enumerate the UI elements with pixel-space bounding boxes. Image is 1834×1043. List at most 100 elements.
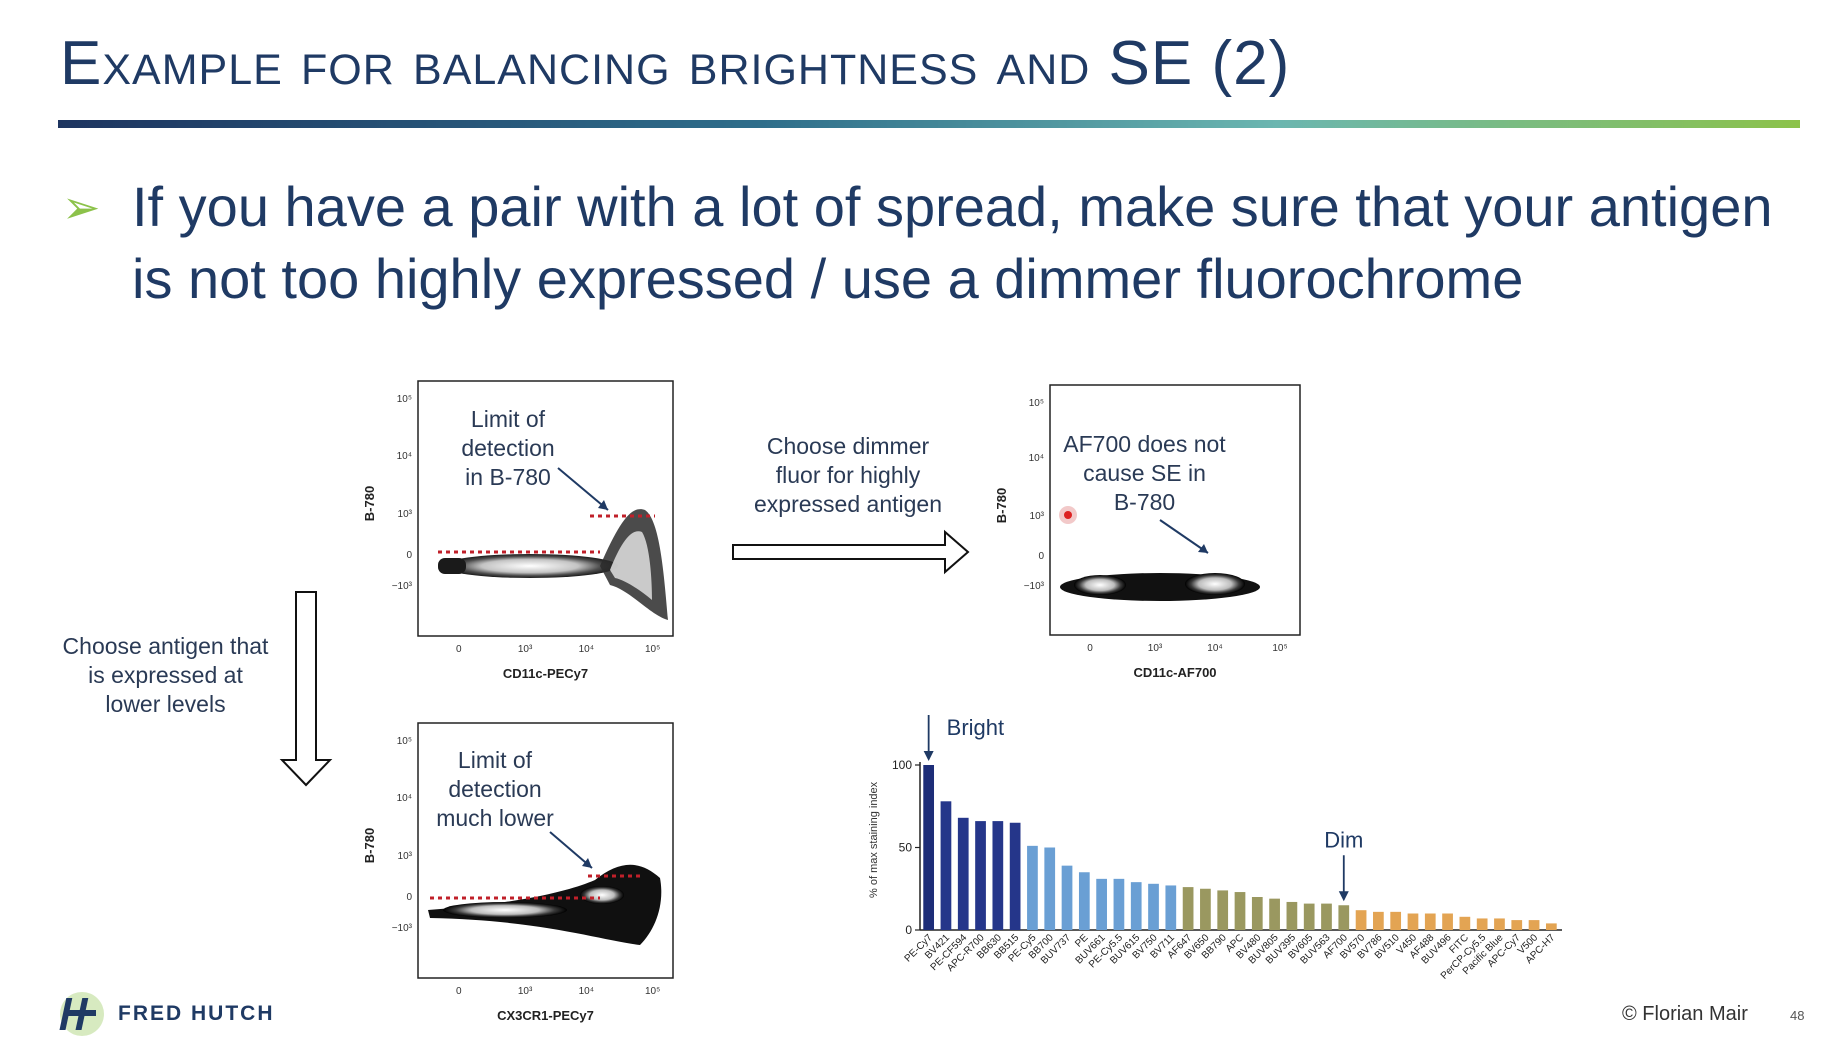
arrow-down-caption-line-1: Choose antigen that bbox=[62, 633, 269, 659]
arrow-down-icon bbox=[279, 591, 333, 787]
bar bbox=[957, 817, 969, 930]
bar bbox=[1234, 892, 1246, 930]
bar bbox=[975, 821, 986, 930]
plot3-y-tick-label: 0 bbox=[406, 891, 412, 903]
bar bbox=[1078, 872, 1090, 930]
plot-2-annotation-line-1: AF700 does not bbox=[1063, 431, 1226, 457]
arrow-down-caption: Choose antigen that is expressed at lowe… bbox=[48, 632, 283, 718]
plot1-y-tick-label: −10³ bbox=[391, 580, 412, 592]
plot2-x-label: CD11c-AF700 bbox=[1133, 665, 1217, 680]
bar bbox=[1321, 903, 1332, 930]
copyright-text: © Florian Mair bbox=[1622, 1003, 1748, 1025]
plot-3-annotation-line-2: detection bbox=[448, 775, 542, 802]
bar bbox=[1355, 910, 1367, 930]
plot1-y-label: B-780 bbox=[362, 485, 378, 521]
bar bbox=[1269, 898, 1280, 930]
plot2-y-tick-label: 10⁴ bbox=[1028, 453, 1044, 464]
bullet-arrow-icon: ➢ bbox=[62, 181, 101, 233]
bar bbox=[1061, 865, 1073, 930]
arrow-right-caption-line-2: fluor for highly bbox=[775, 461, 921, 488]
arrow-right-icon bbox=[732, 529, 970, 575]
plot-2-pointer-arrow bbox=[1159, 519, 1209, 554]
bullet-text-line-1: If you have a pair with a lot of spread,… bbox=[132, 175, 1773, 238]
bar bbox=[1148, 883, 1159, 930]
bar bbox=[923, 765, 935, 930]
plot3-y-tick-label: 10³ bbox=[397, 851, 412, 863]
flow-plot-3 bbox=[417, 722, 674, 979]
plot-3-annotation-line-3: much lower bbox=[436, 804, 554, 831]
bar bbox=[1182, 887, 1194, 930]
annotation-arrow-head bbox=[923, 751, 934, 761]
plot3-x-label: CX3CR1-PECy7 bbox=[497, 1008, 594, 1023]
title-underline bbox=[58, 120, 1800, 128]
bar-chart-y-tick-label: 0 bbox=[905, 923, 912, 937]
bar bbox=[1027, 845, 1038, 930]
staining-index-bar-chart: % of max staining index 050100PE-Cy7BV42… bbox=[868, 715, 1562, 982]
plot1-y-tick-label: 10³ bbox=[397, 509, 412, 521]
plot-1-negative-cluster bbox=[438, 558, 466, 574]
plot2-y-label: B-780 bbox=[994, 487, 1010, 523]
plot-3-annotation: Limit of detection much lower bbox=[420, 746, 570, 832]
plot-2-annotation-line-3: B-780 bbox=[1113, 488, 1176, 515]
bar-chart-y-tick-label: 100 bbox=[892, 758, 912, 772]
bar bbox=[1165, 885, 1177, 930]
plot-1-annotation-line-2: detection bbox=[461, 434, 555, 461]
flow-plot-2 bbox=[1049, 384, 1301, 636]
plot2-x-tick-label: 10³ bbox=[1147, 643, 1163, 654]
bar-annotation-label: Bright bbox=[947, 715, 1004, 740]
bar bbox=[1251, 897, 1263, 930]
arrow-down-caption-line-2: is expressed at bbox=[88, 661, 243, 688]
arrow-right-caption-line-1: Choose dimmer bbox=[766, 433, 930, 459]
bar-chart-y-tick-label: 50 bbox=[899, 841, 913, 855]
plot1-y-tick-label: 0 bbox=[406, 549, 412, 561]
bar bbox=[1286, 901, 1298, 930]
bullet-text-line-2: is not too highly expressed / use a dimm… bbox=[132, 247, 1524, 310]
plot1-y-tick-label: 10⁵ bbox=[396, 394, 412, 406]
bar bbox=[1044, 847, 1056, 930]
bar bbox=[1545, 923, 1557, 930]
bar bbox=[1217, 890, 1229, 930]
plot1-x-tick-label: 10⁵ bbox=[644, 644, 661, 655]
plot3-x-tick-label: 10³ bbox=[517, 986, 533, 997]
plot-2-annotation-line-2: cause SE in bbox=[1083, 459, 1206, 486]
plot2-x-tick-label: 10⁵ bbox=[1272, 643, 1288, 654]
bar bbox=[1373, 911, 1384, 930]
bar bbox=[1442, 913, 1453, 930]
plot1-x-tick-label: 10³ bbox=[517, 644, 533, 655]
annotation-arrow-head bbox=[1338, 891, 1349, 902]
bar bbox=[1407, 913, 1419, 930]
bar bbox=[1511, 920, 1523, 930]
plot3-y-label: B-780 bbox=[362, 827, 378, 863]
plot-1-annotation-line-1: Limit of bbox=[470, 406, 546, 432]
bar bbox=[1528, 920, 1540, 930]
bar bbox=[1494, 918, 1505, 930]
bar bbox=[1096, 878, 1107, 930]
plot1-x-label: CD11c-PECy7 bbox=[502, 666, 589, 681]
plot-1-pointer-arrow bbox=[557, 467, 609, 511]
bar-annotation-label: Dim bbox=[1324, 827, 1363, 852]
bar bbox=[1338, 905, 1350, 930]
bar bbox=[1200, 888, 1211, 930]
plot2-y-tick-label: 0 bbox=[1038, 550, 1044, 562]
flow-plot-1 bbox=[417, 380, 674, 637]
bar bbox=[992, 821, 1004, 930]
bar bbox=[1303, 903, 1315, 930]
plot3-x-tick-label: 10⁴ bbox=[578, 986, 594, 997]
plot2-y-tick-label: 10³ bbox=[1029, 510, 1044, 522]
bar bbox=[1424, 913, 1436, 930]
bar bbox=[1113, 878, 1125, 930]
bar bbox=[1130, 882, 1142, 930]
plot-1-annotation: Limit of detection in B-780 bbox=[448, 405, 568, 491]
bar bbox=[1459, 916, 1471, 930]
arrow-right-caption-line-3: expressed antigen bbox=[754, 490, 942, 517]
plot2-y-tick-label: 10⁵ bbox=[1028, 398, 1044, 409]
plot3-y-tick-label: 10⁴ bbox=[396, 792, 412, 804]
plot-1-annotation-line-3: in B-780 bbox=[465, 463, 551, 490]
plot3-y-tick-label: 10⁵ bbox=[396, 736, 412, 748]
fred-hutch-logo-icon bbox=[58, 990, 106, 1038]
plot2-x-tick-label: 0 bbox=[1087, 643, 1093, 654]
plot2-x-tick-label: 10⁴ bbox=[1207, 643, 1223, 654]
page-title: Example for balancing brightness and SE … bbox=[60, 29, 1291, 98]
bar bbox=[1390, 911, 1402, 930]
